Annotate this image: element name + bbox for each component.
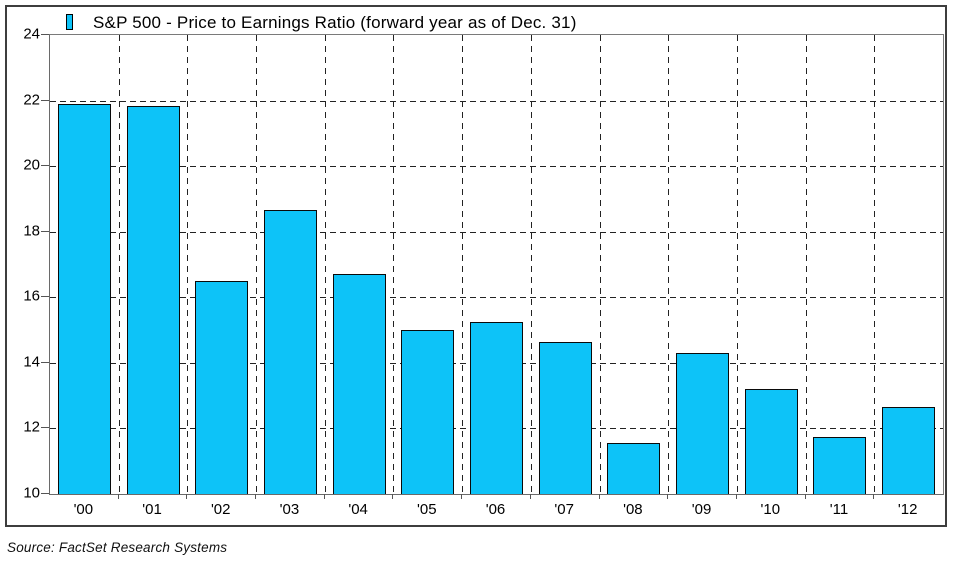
source-note: Source: FactSet Research Systems — [7, 540, 228, 555]
x-axis-tick — [186, 494, 188, 499]
x-tick-label: '02 — [210, 501, 231, 518]
h-gridline — [50, 297, 943, 299]
y-tick-label: 18 — [23, 222, 40, 240]
x-tick-label: '05 — [417, 501, 437, 518]
y-axis-tick — [41, 230, 49, 232]
bar-12 — [882, 407, 936, 494]
x-tick-label: '10 — [760, 501, 781, 518]
bar-11 — [813, 436, 867, 494]
v-gridline — [256, 35, 258, 494]
x-tick-label: '09 — [691, 501, 712, 518]
x-tick-label: '04 — [348, 501, 368, 518]
v-gridline — [736, 35, 738, 494]
y-axis-tick — [41, 361, 49, 363]
v-gridline — [118, 35, 120, 494]
y-tick-label: 22 — [23, 91, 40, 109]
h-gridline — [50, 166, 943, 168]
v-gridline — [187, 35, 189, 494]
x-tick-label: '01 — [142, 501, 162, 518]
v-gridline — [805, 35, 807, 494]
x-axis-tick — [667, 494, 669, 499]
y-axis-tick — [41, 296, 49, 298]
y-axis-tick — [41, 427, 49, 429]
x-axis-tick — [461, 494, 463, 499]
v-gridline — [393, 35, 395, 494]
x-axis-tick — [804, 494, 806, 499]
v-gridline — [462, 35, 464, 494]
bar-06 — [470, 321, 523, 494]
y-tick-label: 24 — [23, 25, 40, 43]
v-gridline — [874, 35, 876, 494]
bar-00 — [57, 103, 111, 494]
y-axis-tick — [41, 493, 49, 494]
bar-04 — [332, 274, 386, 494]
chart-title: S&P 500 - Price to Earnings Ratio (forwa… — [93, 13, 577, 32]
y-tick-label: 10 — [23, 484, 40, 502]
y-tick-label: 20 — [23, 156, 40, 174]
x-axis-tick — [873, 494, 875, 499]
x-axis-tick — [117, 494, 119, 499]
x-axis-tick — [323, 494, 325, 499]
x-axis-tick — [392, 494, 394, 499]
x-tick-label: '03 — [279, 501, 300, 518]
y-tick-label: 14 — [23, 353, 40, 371]
v-gridline — [668, 35, 670, 494]
x-tick-label: '06 — [485, 501, 506, 518]
y-axis-tick — [41, 165, 49, 167]
bar-08 — [607, 443, 661, 494]
bar-02 — [195, 280, 249, 494]
x-tick-label: '07 — [554, 501, 574, 518]
x-tick-label: '08 — [623, 501, 643, 518]
x-axis-tick — [529, 494, 531, 499]
bar-01 — [126, 105, 180, 494]
x-axis-tick — [255, 494, 257, 499]
v-gridline — [530, 35, 532, 494]
plot-area — [49, 34, 944, 495]
h-gridline — [50, 231, 943, 233]
y-tick-label: 16 — [23, 287, 40, 305]
x-tick-label: '11 — [829, 501, 849, 518]
y-tick-label: 12 — [23, 418, 40, 436]
bar-05 — [401, 330, 455, 494]
bar-10 — [744, 389, 798, 494]
y-axis-tick — [41, 34, 49, 35]
h-gridline — [50, 100, 943, 102]
x-axis-tick — [598, 494, 600, 499]
x-tick-label: '00 — [73, 501, 94, 518]
bar-07 — [538, 341, 592, 494]
y-axis-tick — [41, 99, 49, 101]
v-gridline — [599, 35, 601, 494]
x-tick-label: '12 — [897, 501, 918, 518]
legend-swatch-icon — [66, 14, 73, 30]
bar-09 — [676, 353, 730, 494]
v-gridline — [324, 35, 326, 494]
bar-03 — [263, 210, 317, 494]
x-axis-tick — [735, 494, 737, 499]
